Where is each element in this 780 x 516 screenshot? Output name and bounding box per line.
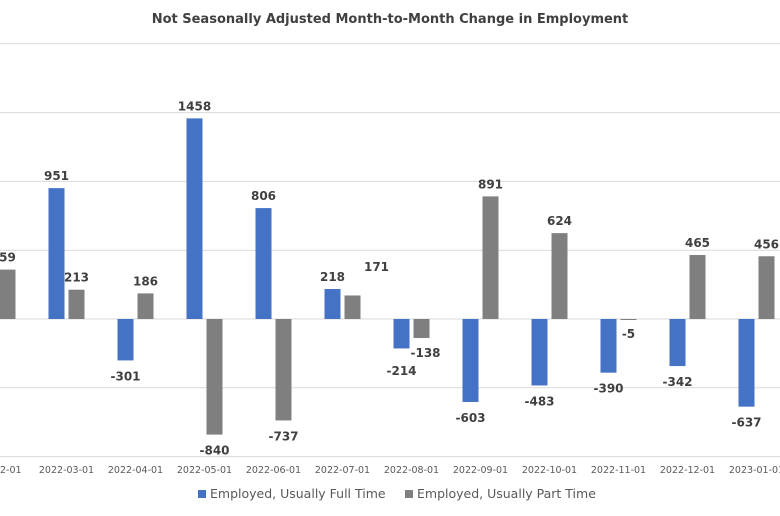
- data-label-part-time-2022-07-01: 171: [364, 260, 389, 274]
- bar-full-time-2022-08-01: [393, 319, 410, 349]
- x-tick-label-2022-06-01: 2022-06-01: [246, 465, 301, 476]
- data-label-full-time-2022-08-01: -214: [386, 364, 416, 378]
- bar-part-time-2023-01-01: [758, 256, 775, 319]
- bar-part-time-2022-02-01: [0, 269, 16, 319]
- data-label-part-time-2022-04-01: 186: [133, 274, 158, 288]
- x-tick-label-2022-11-01: 2022-11-01: [591, 465, 646, 476]
- data-label-full-time-2022-10-01: -483: [524, 394, 554, 408]
- x-tick-label-2022-02-01: 2-01: [0, 465, 22, 476]
- bar-full-time-2022-12-01: [669, 319, 686, 367]
- data-label-part-time-2022-10-01: 624: [547, 214, 572, 228]
- bar-part-time-2022-04-01: [137, 293, 154, 319]
- bar-part-time-2022-06-01: [275, 319, 292, 421]
- bars: [0, 118, 775, 435]
- data-label-full-time-2022-12-01: -342: [662, 375, 692, 389]
- x-tick-label-2022-08-01: 2022-08-01: [384, 465, 439, 476]
- data-label-part-time-2022-12-01: 465: [685, 236, 710, 250]
- data-label-part-time-2022-03-01: 213: [64, 271, 89, 285]
- data-label-part-time-2022-09-01: 891: [478, 177, 503, 191]
- bar-part-time-2022-05-01: [206, 319, 223, 435]
- bar-part-time-2022-08-01: [413, 319, 430, 338]
- legend: Employed, Usually Full Time Employed, Us…: [198, 486, 596, 501]
- bar-part-time-2022-10-01: [551, 233, 568, 319]
- x-axis-tick-labels: 2-01 2022-03-01 2022-04-01 2022-05-01 2022-0…: [0, 465, 780, 476]
- bar-full-time-2022-04-01: [117, 319, 134, 361]
- data-label-part-time-2022-05-01: -840: [199, 444, 229, 458]
- legend-swatch-part-time: [405, 490, 413, 498]
- data-label-full-time-2022-03-01: 951: [44, 169, 69, 183]
- x-tick-label-2022-04-01: 2022-04-01: [108, 465, 163, 476]
- bar-part-time-2022-12-01: [689, 255, 706, 319]
- data-label-part-time-2022-02-01: 59: [0, 251, 16, 265]
- data-label-full-time-2023-01-01: -637: [731, 416, 761, 430]
- bar-part-time-2022-03-01: [68, 289, 85, 319]
- x-tick-label-2022-09-01: 2022-09-01: [453, 465, 508, 476]
- data-label-full-time-2022-05-01: 1458: [178, 99, 211, 113]
- bar-part-time-2022-09-01: [482, 196, 499, 319]
- gridlines: [0, 43, 780, 458]
- x-tick-label-2022-10-01: 2022-10-01: [522, 465, 577, 476]
- x-tick-label-2022-05-01: 2022-05-01: [177, 465, 232, 476]
- bar-full-time-2022-05-01: [186, 118, 203, 319]
- x-tick-label-2022-07-01: 2022-07-01: [315, 465, 370, 476]
- chart-title: Not Seasonally Adjusted Month-to-Month C…: [152, 12, 629, 27]
- bar-full-time-2022-10-01: [531, 319, 548, 386]
- bar-full-time-2023-01-01: [738, 319, 755, 407]
- bar-full-time-2022-06-01: [255, 208, 272, 319]
- bar-part-time-2022-07-01: [344, 295, 361, 319]
- data-label-full-time-2022-04-01: -301: [110, 369, 140, 383]
- x-tick-label-2023-01-01: 2023-01-01: [729, 465, 780, 476]
- x-tick-label-2022-03-01: 2022-03-01: [39, 465, 94, 476]
- legend-label-part-time: Employed, Usually Part Time: [417, 486, 596, 501]
- legend-label-full-time: Employed, Usually Full Time: [210, 486, 386, 501]
- bar-part-time-2022-11-01: [620, 319, 637, 320]
- x-tick-label-2022-12-01: 2022-12-01: [660, 465, 715, 476]
- data-label-part-time-2022-08-01: -138: [410, 346, 440, 360]
- data-label-full-time-2022-07-01: 218: [320, 270, 345, 284]
- data-label-part-time-2022-11-01: -5: [622, 327, 635, 341]
- bar-full-time-2022-07-01: [324, 289, 341, 319]
- data-label-full-time-2022-06-01: 806: [251, 189, 276, 203]
- data-label-part-time-2023-01-01: 456: [754, 237, 779, 251]
- legend-swatch-full-time: [198, 490, 206, 498]
- data-labels: 59 951 213 -301 186 1458 -840 806 -737 218 171 -214…: [0, 99, 779, 457]
- bar-full-time-2022-09-01: [462, 319, 479, 402]
- data-label-full-time-2022-11-01: -390: [593, 382, 623, 396]
- bar-full-time-2022-03-01: [48, 188, 65, 319]
- data-label-part-time-2022-06-01: -737: [268, 429, 298, 443]
- bar-full-time-2022-11-01: [600, 319, 617, 373]
- data-label-full-time-2022-09-01: -603: [455, 411, 485, 425]
